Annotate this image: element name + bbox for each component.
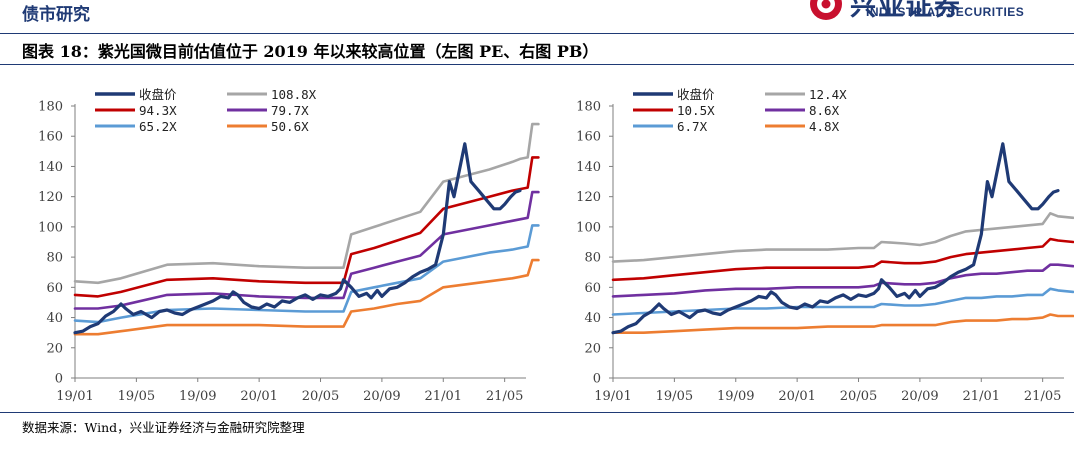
report-header: 债市研究 兴业证券 INDUSTRIAL SECURITIES xyxy=(0,0,1074,34)
pe-x-tick-label: 19/09 xyxy=(179,389,216,404)
pe-series-price-line xyxy=(73,142,522,335)
pb-legend-label-price: 收盘价 xyxy=(677,87,715,102)
pb-y-tick-label: 140 xyxy=(576,160,601,175)
pe-x-tick-label: 19/05 xyxy=(118,389,155,404)
pe-y-tick-label: 20 xyxy=(46,341,63,356)
pe-series-blue-line xyxy=(73,224,540,324)
pb-x-tick-label: 21/01 xyxy=(963,389,1000,404)
pe-x-tick-label: 21/01 xyxy=(425,389,462,404)
pe-y-tick-label: 60 xyxy=(46,281,63,296)
pe-x-tick-label: 19/01 xyxy=(56,389,93,404)
pb-y-tick-label: 40 xyxy=(584,311,601,326)
pb-legend-label-orange: 4.8X xyxy=(809,119,840,134)
pb-series-purple-line xyxy=(611,263,1074,298)
figure-title: 图表 18：紫光国微目前估值位于 2019 年以来较高位置（左图 PE、右图 P… xyxy=(22,42,599,61)
pe-band-chart: 0 20 40 60 80 100 120 140 160 180 19/01 19/05 19/09 2… xyxy=(38,87,540,404)
company-logo-text: 兴业证券 xyxy=(850,0,963,22)
pb-y-tick-label: 120 xyxy=(576,190,601,205)
report-section-label: 债市研究 xyxy=(22,5,90,25)
header-divider xyxy=(0,33,1074,34)
pe-legend-label-red: 94.3X xyxy=(139,103,177,118)
pb-y-tick-label: 0 xyxy=(593,372,601,387)
pb-series-orange-line xyxy=(611,313,1074,334)
pe-y-tick-label: 100 xyxy=(38,220,63,235)
pb-legend-label-gray: 12.4X xyxy=(809,87,847,102)
footer-divider xyxy=(0,412,1074,413)
pb-y-tick-label: 60 xyxy=(584,281,601,296)
pe-legend-label-purple: 79.7X xyxy=(271,103,309,118)
pb-series-red-line xyxy=(611,237,1074,282)
company-logo-icon xyxy=(810,0,842,20)
pb-y-tick-label: 80 xyxy=(584,251,601,266)
pe-y-tick-label: 140 xyxy=(38,160,63,175)
pe-series-orange-line xyxy=(73,258,540,336)
pe-y-tick-label: 180 xyxy=(38,100,63,115)
pb-series-gray-line xyxy=(611,212,1074,263)
pe-x-tick-label: 20/05 xyxy=(302,389,339,404)
pb-x-tick-label: 20/05 xyxy=(840,389,877,404)
pe-y-tick-label: 0 xyxy=(55,372,63,387)
pe-y-tick-label: 160 xyxy=(38,130,63,145)
pe-x-tick-label: 20/09 xyxy=(363,389,400,404)
pb-legend-label-red: 10.5X xyxy=(677,103,715,118)
pe-legend-label-blue: 65.2X xyxy=(139,119,177,134)
pb-x-tick-label: 20/01 xyxy=(778,389,815,404)
data-source-note: 数据来源：Wind，兴业证券经济与金融研究院整理 xyxy=(22,420,305,435)
pe-legend-label-gray: 108.8X xyxy=(271,87,317,102)
pb-y-tick-label: 100 xyxy=(576,220,601,235)
pb-legend-label-blue: 6.7X xyxy=(677,119,708,134)
pe-series-gray-line xyxy=(73,122,540,285)
pb-y-tick-label: 160 xyxy=(576,130,601,145)
pe-x-tick-label: 21/05 xyxy=(486,389,523,404)
title-divider xyxy=(0,64,1074,65)
pe-y-tick-label: 40 xyxy=(46,311,63,326)
pb-series-price-line xyxy=(611,142,1060,335)
pb-band-chart: 0 20 40 60 80 100 120 140 160 180 19/01 19/05 19/09 2… xyxy=(576,87,1074,404)
pb-x-tick-label: 19/09 xyxy=(717,389,754,404)
pb-legend-label-purple: 8.6X xyxy=(809,103,840,118)
pb-y-tick-label: 20 xyxy=(584,341,601,356)
pe-series-purple-line xyxy=(73,190,540,310)
pb-x-tick-label: 19/01 xyxy=(594,389,631,404)
pb-x-tick-label: 19/05 xyxy=(656,389,693,404)
pe-legend-label-orange: 50.6X xyxy=(271,119,309,134)
company-logo-english: INDUSTRIAL SECURITIES xyxy=(866,5,1025,19)
pe-legend-label-price: 收盘价 xyxy=(139,87,177,102)
pe-y-tick-label: 120 xyxy=(38,190,63,205)
pb-x-tick-label: 21/05 xyxy=(1024,389,1061,404)
pe-x-tick-label: 20/01 xyxy=(240,389,277,404)
pe-y-tick-label: 80 xyxy=(46,251,63,266)
pb-x-tick-label: 20/09 xyxy=(901,389,938,404)
pb-y-tick-label: 180 xyxy=(576,100,601,115)
